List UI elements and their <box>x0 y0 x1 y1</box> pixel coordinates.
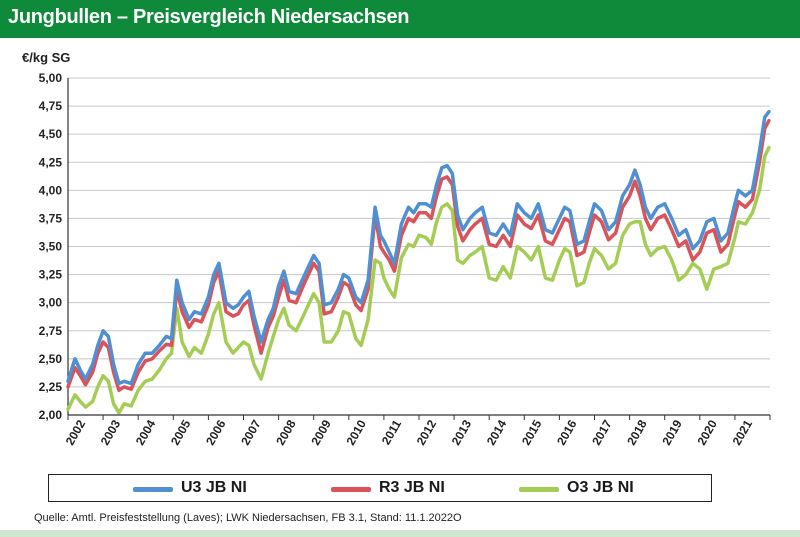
x-tick-label: 2006 <box>203 417 229 447</box>
series-line-r3 <box>66 118 771 393</box>
x-tick-label: 2017 <box>589 417 615 447</box>
y-tick-label: 3,75 <box>39 211 63 225</box>
page-title: Jungbullen – Preisvergleich Niedersachse… <box>8 6 410 28</box>
y-tick-label: 4,75 <box>39 99 63 113</box>
x-tick-label: 2007 <box>238 417 264 447</box>
y-tick-label: 2,00 <box>39 408 63 422</box>
price-line-chart: 2,00 2,25 2,50 2,75 3,00 3,25 3,50 3,75 4,00 4,25… <box>39 71 771 448</box>
x-tick-label: 2020 <box>694 417 720 447</box>
x-tick-label: 2004 <box>133 417 159 447</box>
y-tick-label: 2,75 <box>39 324 63 338</box>
x-tick-label: 2012 <box>414 417 440 447</box>
series-line-o3 <box>66 145 771 415</box>
x-tick-label: 2021 <box>730 417 756 447</box>
x-tick-label: 2005 <box>168 417 194 447</box>
x-tick-label: 2013 <box>449 417 475 447</box>
legend-swatch-r3 <box>331 487 371 492</box>
x-tick-label: 2014 <box>484 417 510 447</box>
x-tick-label: 2009 <box>308 417 334 447</box>
y-tick-label: 4,50 <box>39 127 63 141</box>
y-axis-label: €/kg SG <box>22 50 71 65</box>
x-tick-label: 2015 <box>519 417 545 447</box>
x-tick-label: 2010 <box>343 417 369 447</box>
x-tick-label: 2002 <box>63 417 89 447</box>
legend-label-u3: U3 JB NI <box>181 479 247 496</box>
y-tick-label: 4,00 <box>39 183 63 197</box>
series-line-u3 <box>66 109 771 386</box>
legend-label-o3: O3 JB NI <box>567 479 634 496</box>
x-tick-label: 2008 <box>273 417 299 447</box>
bottom-bar <box>0 530 800 537</box>
legend-label-r3: R3 JB NI <box>379 479 445 496</box>
chart-legend: U3 JB NI R3 JB NI O3 JB NI <box>48 474 712 502</box>
y-tick-label: 2,50 <box>39 352 63 366</box>
x-tick-label: 2003 <box>98 417 124 447</box>
y-tick-label: 4,25 <box>39 155 63 169</box>
y-tick-label: 3,00 <box>39 296 63 310</box>
y-tick-label: 5,00 <box>39 71 63 85</box>
legend-swatch-o3 <box>519 487 559 492</box>
x-tick-label: 2018 <box>624 417 650 447</box>
y-tick-label: 3,50 <box>39 240 63 254</box>
x-tick-label: 2019 <box>659 417 685 447</box>
x-tick-label: 2011 <box>379 417 404 447</box>
legend-swatch-u3 <box>133 487 173 492</box>
header-bar: Jungbullen – Preisvergleich Niedersachse… <box>0 0 800 38</box>
x-tick-label: 2016 <box>554 417 580 447</box>
source-note: Quelle: Amtl. Preisfeststellung (Laves);… <box>34 512 462 524</box>
y-tick-label: 3,25 <box>39 268 63 282</box>
y-tick-label: 2,25 <box>39 380 63 394</box>
